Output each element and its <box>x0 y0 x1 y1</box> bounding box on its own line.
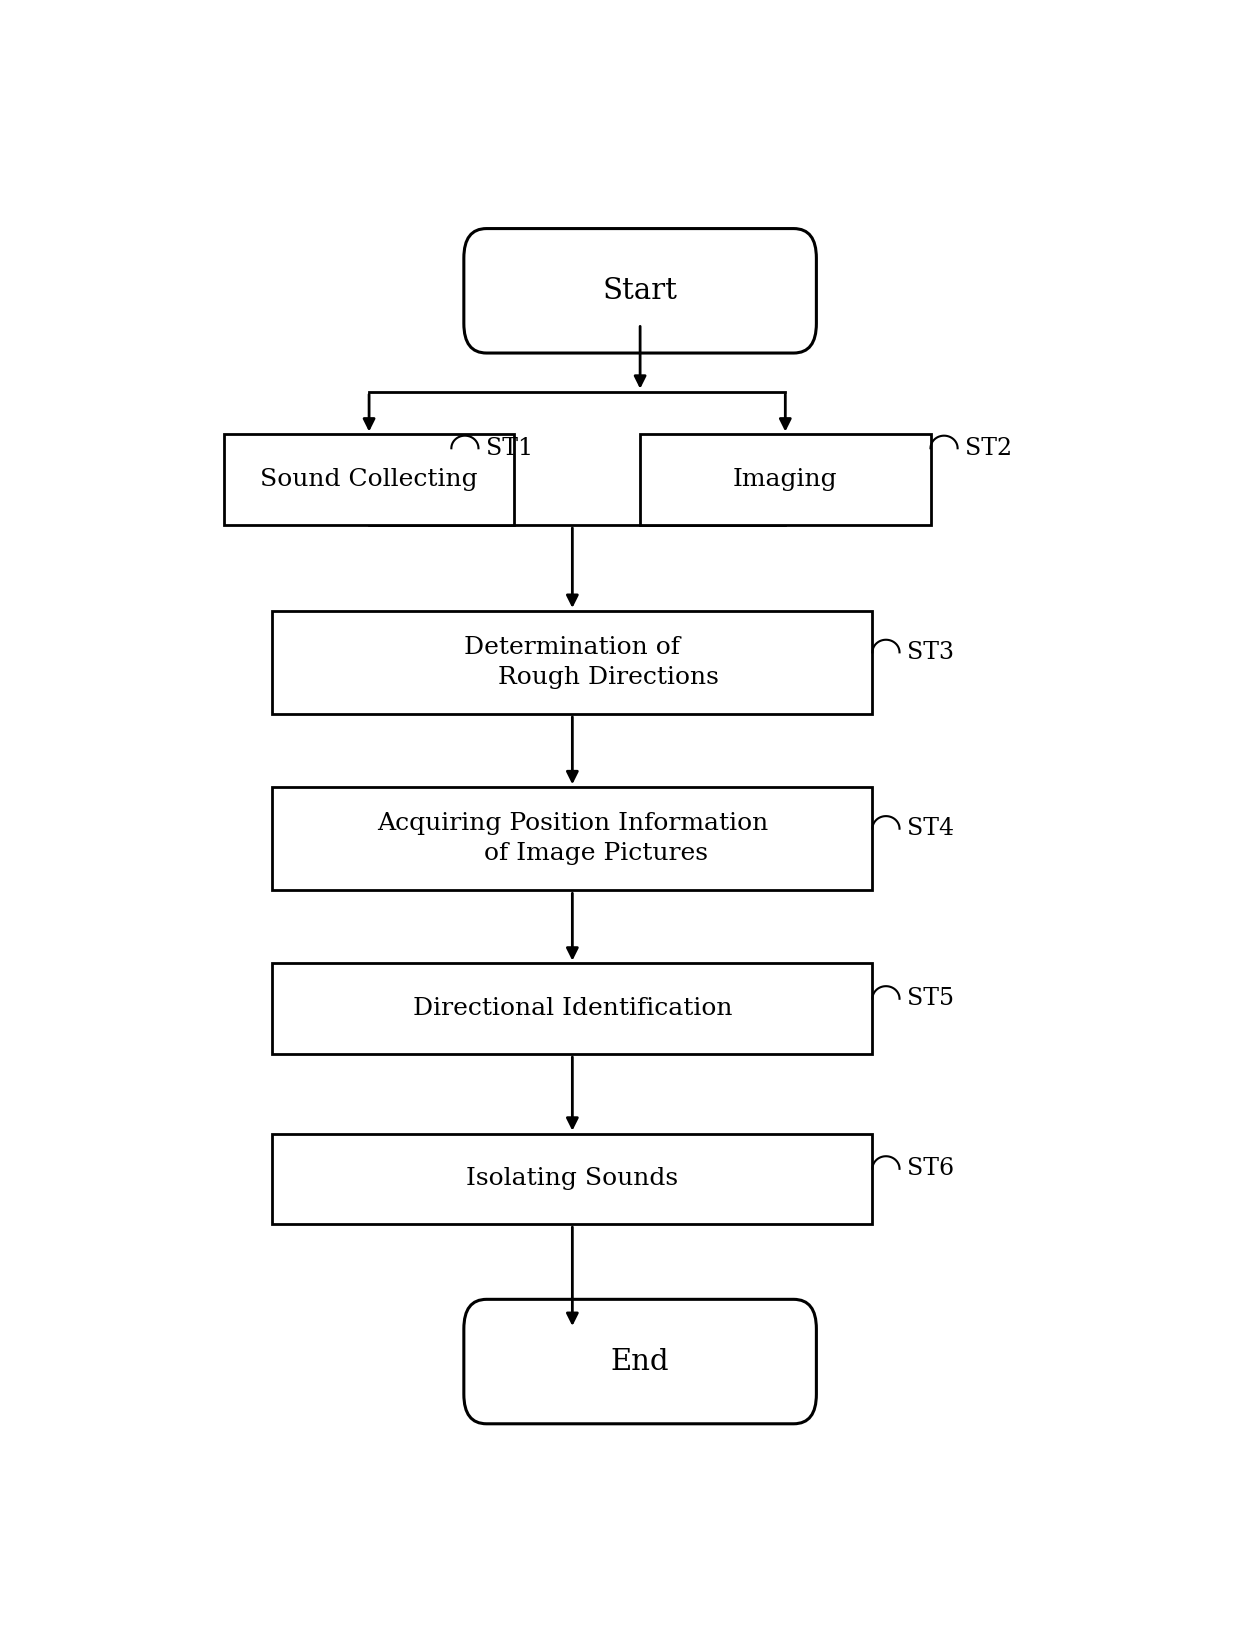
Bar <box>272 1134 873 1224</box>
Text: Directional Identification: Directional Identification <box>412 998 732 1021</box>
Bar <box>272 964 873 1054</box>
Bar <box>272 787 873 890</box>
FancyBboxPatch shape <box>463 229 817 353</box>
Text: Isolating Sounds: Isolating Sounds <box>466 1168 678 1191</box>
Text: ST1: ST1 <box>486 437 533 460</box>
Text: ST4: ST4 <box>907 818 954 841</box>
Text: ST6: ST6 <box>907 1157 954 1180</box>
FancyBboxPatch shape <box>463 1299 817 1423</box>
Bar <box>641 435 931 525</box>
Bar <box>272 610 873 713</box>
Text: Sound Collecting: Sound Collecting <box>260 468 478 491</box>
Text: ST2: ST2 <box>965 437 1013 460</box>
Text: Start: Start <box>603 276 677 304</box>
Text: ST3: ST3 <box>907 641 954 664</box>
Text: Determination of
         Rough Directions: Determination of Rough Directions <box>426 636 718 689</box>
Text: ST5: ST5 <box>907 987 954 1011</box>
Text: Imaging: Imaging <box>733 468 838 491</box>
Bar <box>224 435 515 525</box>
Text: Acquiring Position Information
      of Image Pictures: Acquiring Position Information of Image … <box>377 811 768 865</box>
Text: End: End <box>611 1348 669 1376</box>
